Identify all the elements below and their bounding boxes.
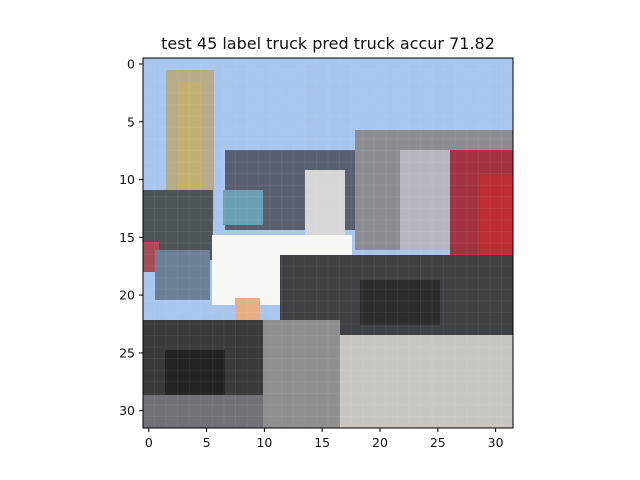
x-tick-label: 30 — [488, 435, 504, 450]
y-tick-label: 10 — [119, 172, 135, 187]
road-region — [330, 335, 513, 428]
pixel-grid — [143, 58, 513, 428]
x-axis: 0 5 10 15 20 25 30 — [145, 428, 504, 450]
x-tick-label: 10 — [256, 435, 272, 450]
y-tick-label: 0 — [127, 57, 135, 72]
x-tick-label: 20 — [372, 435, 388, 450]
axes-frame — [142, 57, 514, 429]
y-tick-label: 15 — [119, 230, 135, 245]
y-tick-label: 30 — [119, 403, 135, 418]
x-tick-label: 25 — [430, 435, 446, 450]
y-tick-label: 25 — [119, 345, 135, 360]
road-mid-region — [260, 320, 340, 428]
x-tick-label: 5 — [203, 435, 211, 450]
plot-title: test 45 label truck pred truck accur 71.… — [161, 34, 495, 53]
bottom-left-ground — [143, 395, 263, 428]
car-window-region — [155, 250, 210, 300]
x-tick-label: 15 — [314, 435, 330, 450]
y-tick-label: 20 — [119, 288, 135, 303]
truck-window-region — [223, 190, 263, 225]
bottom-left-dark-detail — [165, 350, 225, 395]
pixel-image — [143, 58, 513, 428]
x-tick-label: 0 — [145, 435, 153, 450]
red-truck-highlight — [480, 175, 513, 255]
cab-light-region — [305, 170, 345, 240]
y-axis: 0 5 10 15 20 25 30 — [119, 57, 143, 418]
y-tick-label: 5 — [127, 114, 135, 129]
tire-region — [360, 280, 440, 325]
